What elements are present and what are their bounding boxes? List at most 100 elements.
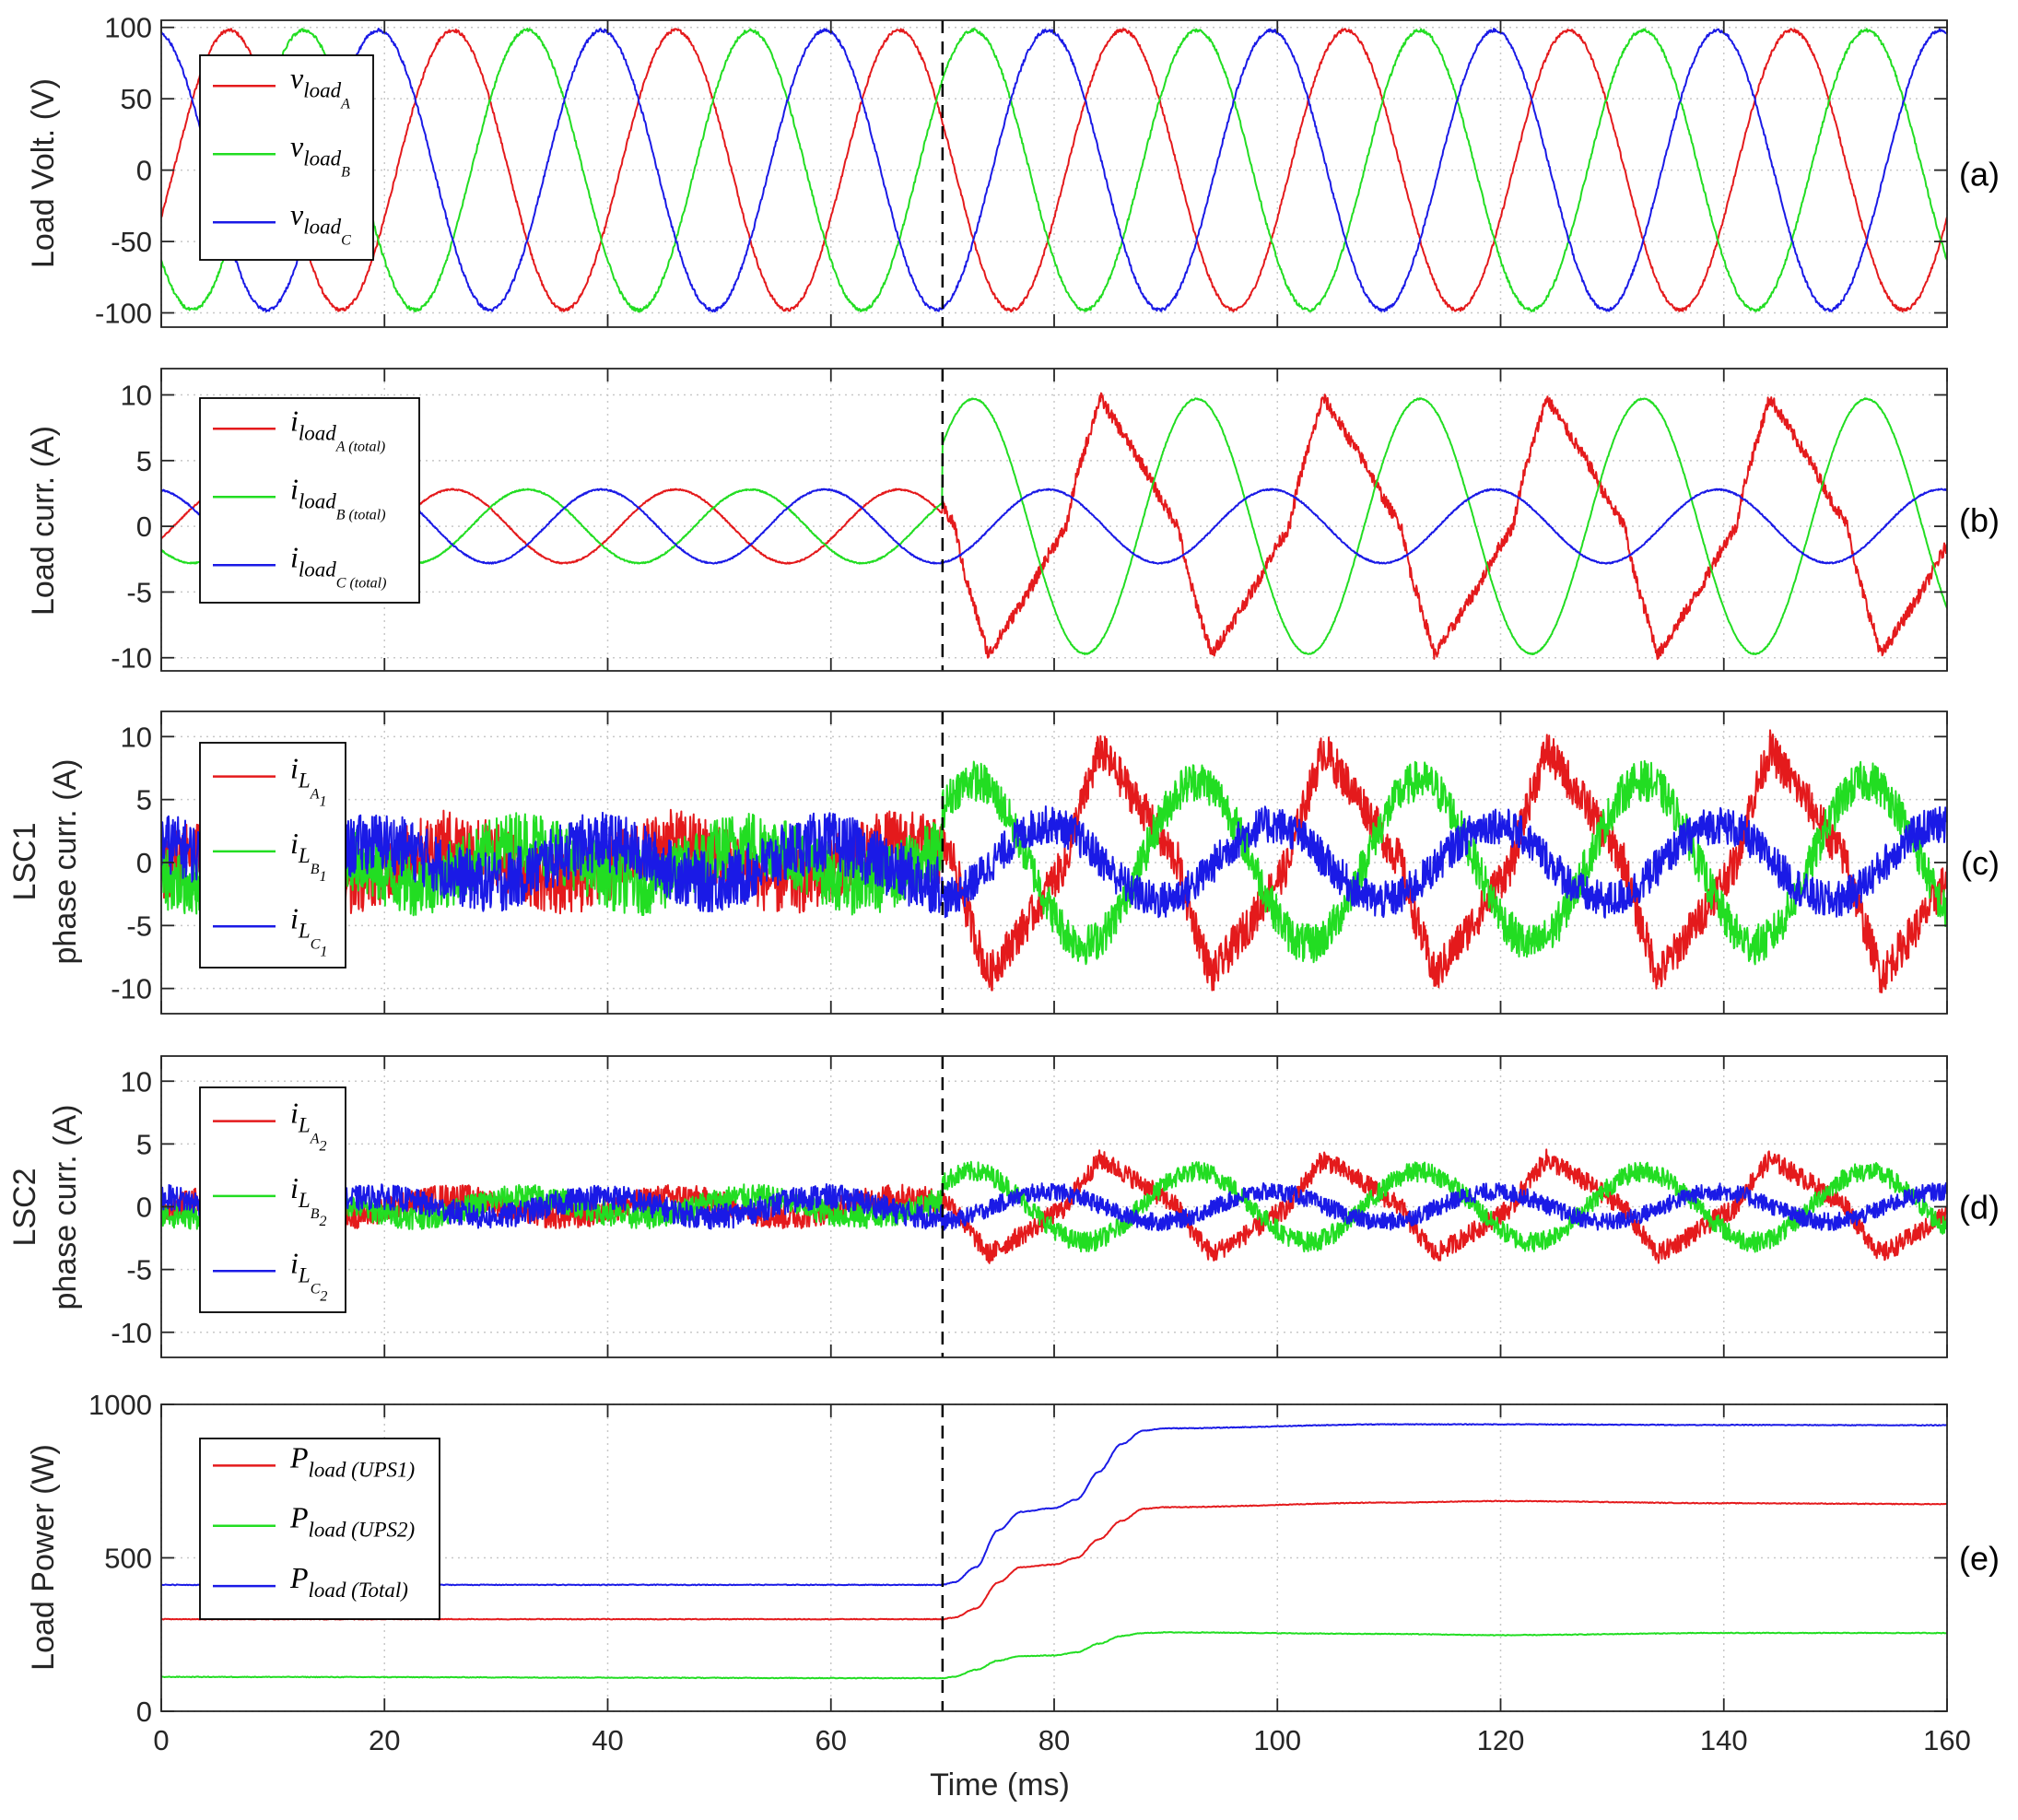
x-tick-label: 80 bbox=[1038, 1724, 1070, 1756]
y-tick-label: 5 bbox=[136, 1128, 152, 1160]
y-tick-label: 10 bbox=[121, 721, 152, 753]
legend-label-main: i bbox=[290, 404, 299, 437]
legend-label: iloadB (total) bbox=[290, 472, 386, 523]
legend-label-sub: L bbox=[298, 1263, 311, 1286]
legend-label-subsub: B bbox=[311, 1206, 320, 1222]
y-axis-label: Load Power (W) bbox=[26, 1444, 61, 1671]
legend-label-main: i bbox=[290, 540, 299, 573]
series-line-i-L-C1 bbox=[161, 805, 1947, 919]
x-tick-label: 120 bbox=[1477, 1724, 1525, 1756]
legend-label: iLC1 bbox=[290, 901, 327, 959]
legend-label-sub: L bbox=[298, 919, 311, 942]
y-tick-label: -5 bbox=[126, 576, 152, 608]
legend-label-subsubsub: 1 bbox=[320, 944, 327, 959]
legend-e: Pload (UPS1)Pload (UPS2)Pload (Total) bbox=[199, 1438, 440, 1620]
panel-label: (a) bbox=[1959, 156, 2000, 194]
legend-label-main: i bbox=[290, 472, 299, 505]
legend-label-subsub: A (total) bbox=[335, 439, 385, 454]
gridlines-a bbox=[160, 20, 1948, 327]
panel-label: (d) bbox=[1959, 1189, 2000, 1227]
x-tick-label: 20 bbox=[369, 1724, 400, 1756]
y-tick-label: 100 bbox=[104, 12, 152, 44]
series-group-c bbox=[161, 729, 1947, 993]
series-line-P-load-UPS2- bbox=[161, 1631, 1947, 1680]
legend-label: iLB2 bbox=[290, 1171, 326, 1229]
series-group-b bbox=[161, 392, 1947, 661]
series-line-P-load-UPS1- bbox=[161, 1499, 1947, 1621]
series-line-i-load-A-total- bbox=[161, 392, 1947, 661]
y-tick-label: 5 bbox=[136, 445, 152, 477]
legend-label-main: i bbox=[290, 827, 299, 860]
y-tick-label: -10 bbox=[111, 642, 152, 675]
y-tick-label: 500 bbox=[104, 1543, 152, 1575]
y-tick-label: -10 bbox=[111, 1317, 152, 1349]
y-axis-label: phase curr. (A) bbox=[48, 759, 83, 965]
legend-label: iLA2 bbox=[290, 1097, 326, 1155]
legend-label-subsub: C bbox=[311, 936, 321, 952]
legend-label-subsubsub: 1 bbox=[319, 869, 326, 885]
x-tick-label: 100 bbox=[1253, 1724, 1301, 1756]
legend-label-sub: load bbox=[299, 489, 336, 512]
legend-label-subsub: A bbox=[310, 1132, 320, 1147]
legend-label: iLA1 bbox=[290, 752, 326, 810]
legend-label-main: i bbox=[290, 901, 299, 934]
legend-label: vloadB bbox=[290, 129, 350, 180]
y-axis-label: Load curr. (A) bbox=[26, 426, 61, 616]
y-axis-label: LSC2 bbox=[7, 1168, 42, 1246]
legend-label-main: v bbox=[290, 129, 304, 162]
series-line-i-L-A1 bbox=[161, 729, 1947, 993]
x-tick-label: 140 bbox=[1700, 1724, 1748, 1756]
legend-box bbox=[199, 742, 346, 969]
legend-label-main: P bbox=[289, 1501, 309, 1534]
panel-label: (e) bbox=[1959, 1540, 2000, 1578]
panel-label: (b) bbox=[1959, 501, 2000, 539]
panel-e: 0 20 40 60 80 100 120 140 160 0 500 1000 Load Power … bbox=[26, 1389, 2000, 1756]
legend-label-main: i bbox=[290, 1097, 299, 1130]
y-tick-label: 0 bbox=[136, 155, 152, 187]
x-tick-label: 60 bbox=[815, 1724, 847, 1756]
y-tick-label: 50 bbox=[121, 83, 152, 115]
legend-label-main: i bbox=[290, 1246, 299, 1279]
legend-label-sub: load (UPS2) bbox=[309, 1519, 416, 1542]
series-line-v-load-A bbox=[161, 28, 1947, 313]
legend-label: iloadA (total) bbox=[290, 404, 385, 454]
x-tick-label: 160 bbox=[1923, 1724, 1971, 1756]
legend-box bbox=[199, 1086, 346, 1313]
legend-label-sub: load bbox=[299, 558, 336, 581]
y-tick-label: 1000 bbox=[88, 1389, 152, 1421]
legend-label-subsubsub: 1 bbox=[319, 794, 326, 810]
y-tick-label: -10 bbox=[111, 973, 152, 1005]
y-tick-label: -5 bbox=[126, 910, 152, 942]
legend-label-main: v bbox=[290, 61, 304, 94]
legend-label-subsub: C bbox=[311, 1281, 321, 1297]
legend-label-subsubsub: 2 bbox=[319, 1139, 326, 1155]
panel-label: (c) bbox=[1961, 844, 2000, 882]
legend-label: iLC2 bbox=[290, 1246, 327, 1304]
legend-label-main: v bbox=[290, 197, 304, 230]
series-group-d bbox=[161, 1148, 1947, 1264]
legend-label-sub: L bbox=[298, 769, 311, 793]
series-line-i-load-B-total- bbox=[161, 397, 1947, 656]
legend-label: Pload (UPS1) bbox=[289, 1440, 415, 1481]
legend-label-sub: load bbox=[303, 215, 341, 238]
y-tick-label: 5 bbox=[136, 784, 152, 816]
legend-label-sub: L bbox=[298, 844, 311, 867]
y-tick-label: -50 bbox=[111, 226, 152, 258]
legend-label: iloadC (total) bbox=[290, 540, 386, 591]
legend-label-main: i bbox=[290, 1171, 299, 1204]
y-tick-label: 10 bbox=[121, 1065, 152, 1098]
legend-box bbox=[199, 1438, 440, 1620]
legend-label: Pload (UPS2) bbox=[289, 1501, 415, 1542]
series-line-P-load-Total- bbox=[161, 1423, 1947, 1587]
legend-b: iloadA (total)iloadB (total)iloadC (tota… bbox=[199, 397, 420, 604]
legend-label-subsub: B (total) bbox=[336, 507, 386, 523]
series-line-i-L-C2 bbox=[161, 1182, 1947, 1232]
x-tick-label: 0 bbox=[153, 1724, 169, 1756]
y-tick-label: 0 bbox=[136, 511, 152, 543]
